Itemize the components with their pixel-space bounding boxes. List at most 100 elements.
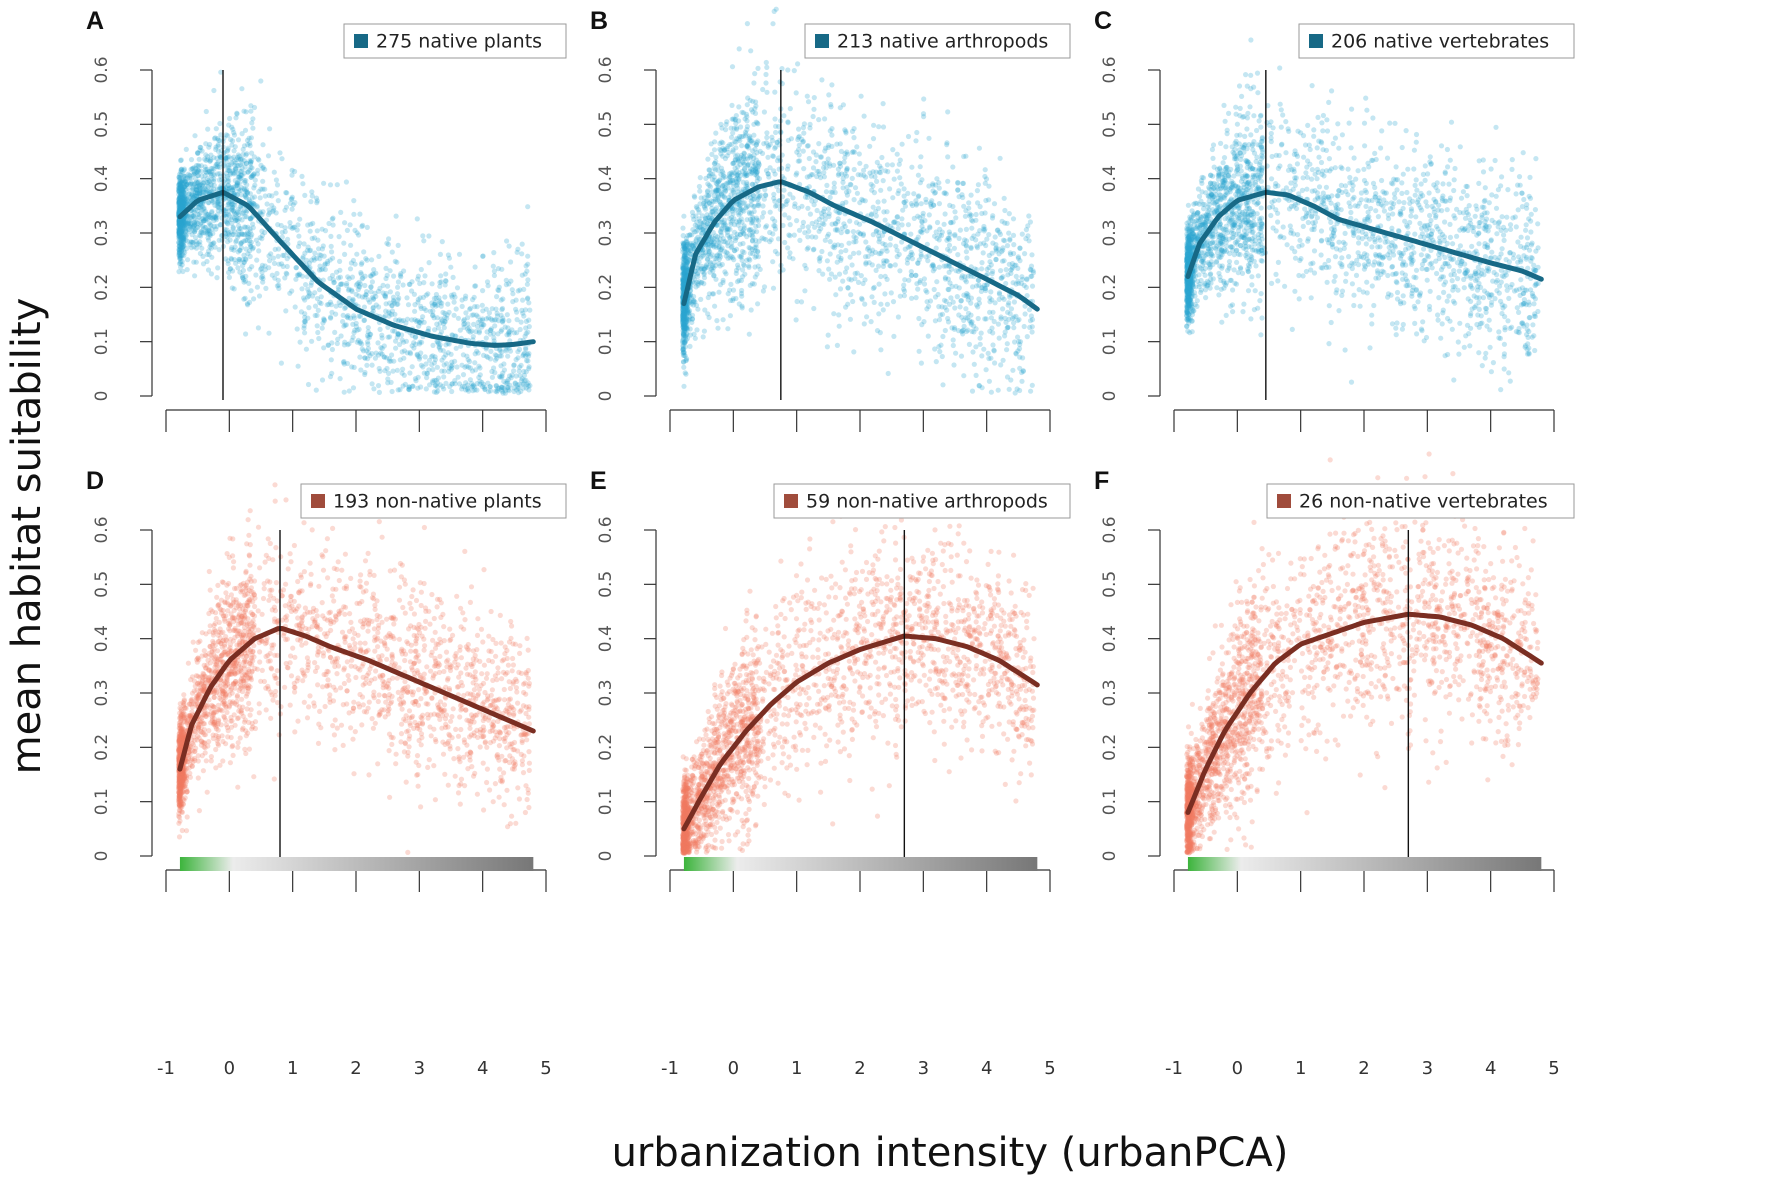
scatter-point xyxy=(430,353,436,359)
scatter-point xyxy=(880,307,886,313)
scatter-point xyxy=(362,355,368,361)
scatter-point xyxy=(958,353,965,359)
scatter-point xyxy=(982,167,988,173)
scatter-point xyxy=(952,305,958,311)
scatter-point xyxy=(193,245,200,251)
scatter-point xyxy=(198,220,204,226)
scatter-point xyxy=(229,285,235,291)
scatter-point xyxy=(309,193,315,199)
scatter-point xyxy=(474,348,480,354)
scatter-point xyxy=(233,260,239,266)
scatter-point xyxy=(942,190,948,196)
scatter-point xyxy=(959,314,965,320)
scatter-point xyxy=(381,343,387,349)
scatter-point xyxy=(266,253,272,259)
scatter-point xyxy=(963,279,970,285)
scatter-point xyxy=(375,288,382,294)
scatter-point xyxy=(1005,302,1011,308)
scatter-point xyxy=(241,158,247,164)
scatter-point xyxy=(401,372,407,378)
scatter-point xyxy=(443,342,449,348)
scatter-point xyxy=(243,152,249,158)
scatter-point xyxy=(413,334,419,340)
scatter-point xyxy=(1002,207,1008,214)
scatter-point xyxy=(786,215,792,221)
scatter-point xyxy=(178,206,184,212)
scatter-point xyxy=(308,221,314,227)
scatter-point xyxy=(837,105,843,111)
scatter-point xyxy=(207,141,213,148)
scatter-point xyxy=(701,275,708,281)
scatter-point xyxy=(312,303,319,309)
scatter-point xyxy=(187,175,193,181)
scatter-point xyxy=(325,258,331,264)
scatter-point xyxy=(471,294,477,300)
scatter-point xyxy=(321,317,327,323)
scatter-point xyxy=(276,246,282,252)
scatter-point xyxy=(728,281,734,287)
scatter-point xyxy=(435,388,441,394)
scatter-point xyxy=(828,101,834,108)
scatter-point xyxy=(370,308,376,314)
scatter-point xyxy=(329,346,335,353)
scatter-point xyxy=(522,350,528,356)
scatter-point xyxy=(771,191,777,197)
scatter-point xyxy=(826,266,832,272)
scatter-point xyxy=(176,206,182,213)
scatter-point xyxy=(348,242,354,248)
scatter-point xyxy=(186,172,192,178)
scatter-point xyxy=(518,388,524,394)
scatter-point xyxy=(895,190,901,197)
scatter-point xyxy=(936,185,942,191)
scatter-point xyxy=(395,332,401,338)
scatter-point xyxy=(234,111,240,117)
scatter-point xyxy=(495,287,501,293)
scatter-point xyxy=(365,356,371,362)
scatter-point xyxy=(248,165,254,171)
scatter-point xyxy=(991,318,997,325)
scatter-point xyxy=(215,208,221,214)
scatter-point xyxy=(232,144,238,150)
scatter-point xyxy=(179,228,185,234)
scatter-point xyxy=(254,204,260,210)
scatter-point xyxy=(177,226,183,232)
scatter-point xyxy=(243,214,249,220)
scatter-point xyxy=(947,248,953,254)
scatter-point xyxy=(359,341,365,347)
scatter-point xyxy=(838,249,844,255)
scatter-point xyxy=(793,90,799,96)
scatter-point xyxy=(226,185,232,191)
scatter-point xyxy=(439,318,445,324)
scatter-point xyxy=(196,163,202,169)
scatter-point xyxy=(236,163,242,169)
scatter-point xyxy=(266,192,272,199)
scatter-point xyxy=(430,379,436,386)
scatter-point xyxy=(177,205,183,211)
scatter-point xyxy=(213,144,219,150)
scatter-point xyxy=(680,256,686,262)
scatter-point xyxy=(205,231,211,237)
scatter-point xyxy=(997,155,1003,161)
scatter-point xyxy=(385,334,391,340)
scatter-point xyxy=(990,342,996,348)
scatter-point xyxy=(389,308,395,314)
scatter-point xyxy=(364,257,370,263)
scatter-point xyxy=(412,308,418,314)
scatter-point xyxy=(305,244,311,250)
scatter-point xyxy=(201,189,207,195)
scatter-point xyxy=(234,181,240,187)
scatter-point xyxy=(232,160,238,166)
scatter-point xyxy=(836,271,843,277)
scatter-point xyxy=(421,238,427,244)
scatter-point xyxy=(196,156,202,162)
scatter-point xyxy=(423,292,429,298)
scatter-point xyxy=(235,157,242,163)
scatter-point xyxy=(884,301,891,307)
scatter-point xyxy=(977,204,983,210)
scatter-point xyxy=(177,247,183,253)
scatter-point xyxy=(827,194,833,200)
scatter-point xyxy=(246,230,252,237)
scatter-point xyxy=(225,133,231,139)
scatter-point xyxy=(763,192,769,199)
scatter-point xyxy=(851,234,857,240)
